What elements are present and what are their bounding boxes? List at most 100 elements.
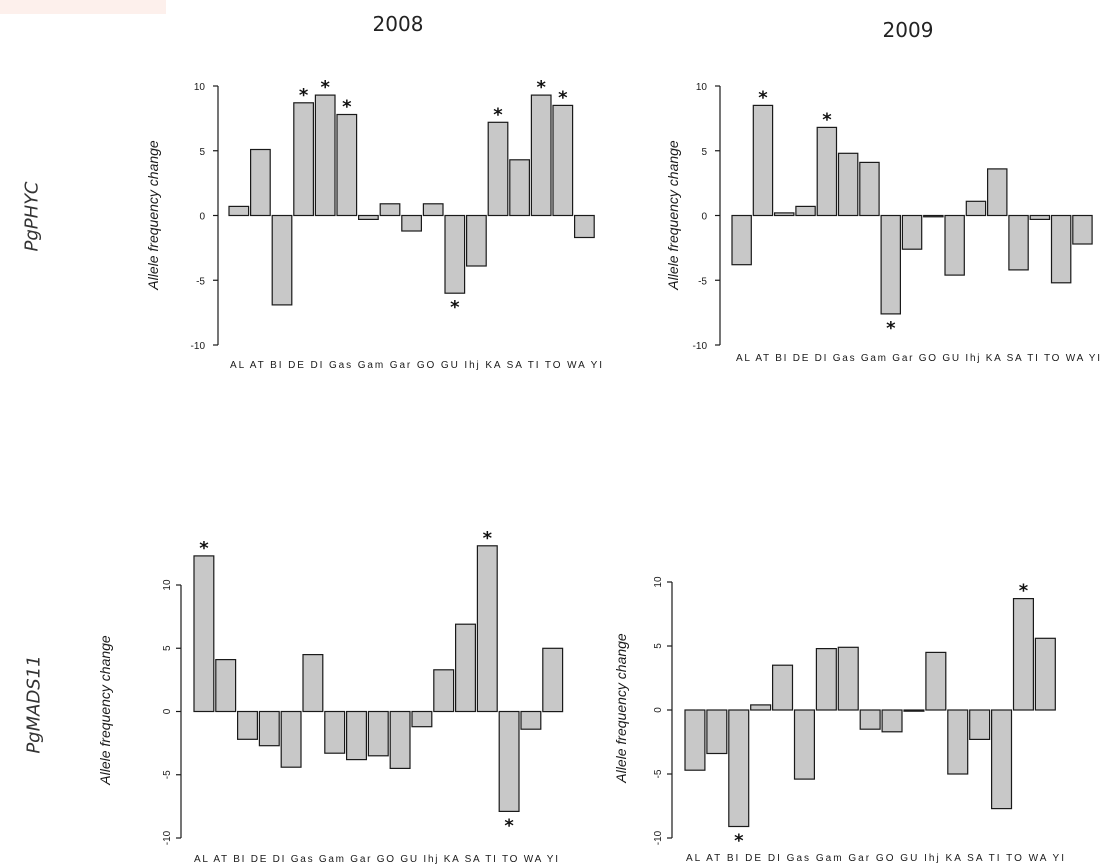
bar-wa bbox=[1012, 597, 1034, 711]
y-tick-label: 0 bbox=[653, 707, 664, 713]
bar-ga_s bbox=[793, 709, 815, 780]
bar-yi bbox=[573, 214, 595, 239]
chart-panel-pgphyc-2008: -10 -5 0 5 10 * * * * * * * AL AT BI DE DI Gas Gam G… bbox=[145, 77, 602, 371]
bar-bi bbox=[237, 710, 259, 740]
bar-ti bbox=[509, 159, 530, 217]
significance-star: * bbox=[558, 87, 568, 108]
category-axis-labels: AL AT BI DE DI Gas Gam Gar GO GU Ihj KA … bbox=[686, 853, 1064, 864]
bar-at bbox=[250, 148, 271, 217]
bar-sa bbox=[947, 709, 969, 775]
significance-star: * bbox=[504, 815, 514, 836]
bar-al bbox=[731, 214, 752, 266]
bar-wa bbox=[520, 710, 542, 730]
bar-ga_r bbox=[346, 710, 368, 761]
y-tick-label: -5 bbox=[162, 770, 173, 779]
bar-di bbox=[314, 94, 336, 217]
y-tick-label: -10 bbox=[162, 830, 173, 845]
y-tick-label: 0 bbox=[199, 212, 205, 223]
bar-wa bbox=[552, 104, 574, 217]
bar-go bbox=[367, 710, 389, 757]
category-axis-labels: AL AT BI DE DI Gas Gam Gar GO GU Ihj KA … bbox=[194, 854, 558, 865]
bar-gu bbox=[422, 203, 444, 217]
bar-bi bbox=[773, 212, 795, 217]
bar-bi bbox=[728, 709, 750, 828]
bar-ga_r bbox=[880, 214, 901, 315]
chart-panel-pgmads11-2008: -10 -5 0 5 10 * * * AL AT BI DE DI Gas Gam Gar G… bbox=[97, 528, 564, 865]
bar-ga_m bbox=[859, 161, 880, 217]
y-tick-label: -10 bbox=[693, 341, 708, 352]
significance-star: * bbox=[342, 97, 352, 118]
bar-al bbox=[193, 555, 215, 713]
bar-ihj bbox=[444, 214, 466, 294]
bar-yi bbox=[542, 647, 564, 713]
y-tick-label: 10 bbox=[162, 579, 173, 591]
corner-highlight bbox=[0, 0, 166, 14]
bar-de bbox=[795, 205, 816, 217]
bar-to bbox=[530, 94, 552, 217]
bar-ga_m bbox=[815, 647, 837, 711]
y-axis-title: Allele frequency change bbox=[97, 635, 113, 786]
y-tick-label: 0 bbox=[701, 212, 707, 223]
bar-bi bbox=[271, 214, 293, 306]
y-tick-label: 5 bbox=[653, 643, 664, 649]
bar-ga_s bbox=[336, 113, 358, 217]
bar-de bbox=[293, 102, 314, 217]
bar-go bbox=[401, 214, 422, 232]
bar-ga_s bbox=[302, 653, 324, 713]
significance-star: * bbox=[299, 85, 309, 106]
bar-gu bbox=[881, 709, 903, 733]
y-axis-title: Allele frequency change bbox=[613, 633, 629, 784]
column-title-2009: 2009 bbox=[882, 18, 934, 42]
bar-ti bbox=[1008, 214, 1029, 271]
bar-sa bbox=[986, 168, 1008, 217]
bar-to bbox=[990, 709, 1013, 810]
bar-ihj bbox=[903, 709, 925, 712]
bar-al bbox=[684, 709, 706, 771]
significance-star: * bbox=[734, 831, 744, 852]
bar-at bbox=[752, 104, 774, 217]
bar-ka bbox=[433, 669, 455, 713]
significance-star: * bbox=[320, 77, 330, 98]
significance-star: * bbox=[822, 109, 832, 130]
bar-ga_m bbox=[324, 710, 346, 754]
significance-star: * bbox=[758, 87, 768, 108]
y-tick-label: -5 bbox=[653, 769, 664, 778]
bar-di bbox=[816, 126, 838, 217]
significance-star: * bbox=[493, 104, 503, 125]
significance-star: * bbox=[886, 318, 896, 339]
chart-panel-pgphyc-2009: -10 -5 0 5 10 * * * AL AT BI DE DI Gas Gam Gar G… bbox=[665, 82, 1100, 364]
y-tick-label: -5 bbox=[196, 276, 205, 287]
bar-ka bbox=[965, 200, 987, 217]
bar-ga_m bbox=[358, 214, 379, 221]
significance-star: * bbox=[199, 538, 209, 559]
bar-gu bbox=[389, 710, 411, 770]
bar-ihj bbox=[944, 214, 965, 276]
y-tick-label: 10 bbox=[653, 576, 664, 588]
bar-ga_r bbox=[837, 646, 859, 711]
bar-at bbox=[706, 709, 728, 755]
category-axis-labels: AL AT BI DE DI Gas Gam Gar GO GU Ihj KA … bbox=[230, 360, 602, 371]
bar-to bbox=[498, 710, 520, 813]
bar-ka bbox=[925, 651, 947, 711]
bar-ka bbox=[466, 214, 487, 267]
bar-ihj bbox=[411, 710, 433, 728]
bar-di bbox=[280, 710, 302, 768]
bar-de bbox=[258, 710, 280, 747]
y-tick-label: -10 bbox=[653, 830, 664, 845]
bar-yi bbox=[1072, 214, 1093, 245]
y-tick-label: -5 bbox=[698, 276, 707, 287]
y-tick-label: 10 bbox=[194, 82, 206, 93]
y-tick-label: 0 bbox=[162, 708, 173, 714]
y-tick-label: 5 bbox=[199, 147, 205, 158]
bar-al bbox=[228, 205, 250, 217]
bar-sa bbox=[455, 623, 477, 713]
significance-star: * bbox=[450, 297, 460, 318]
bar-go bbox=[859, 709, 881, 730]
significance-star: * bbox=[1019, 581, 1029, 602]
y-tick-label: 5 bbox=[701, 147, 707, 158]
bar-ga_r bbox=[379, 203, 401, 217]
significance-star: * bbox=[483, 528, 493, 549]
column-title-2008: 2008 bbox=[372, 12, 424, 36]
